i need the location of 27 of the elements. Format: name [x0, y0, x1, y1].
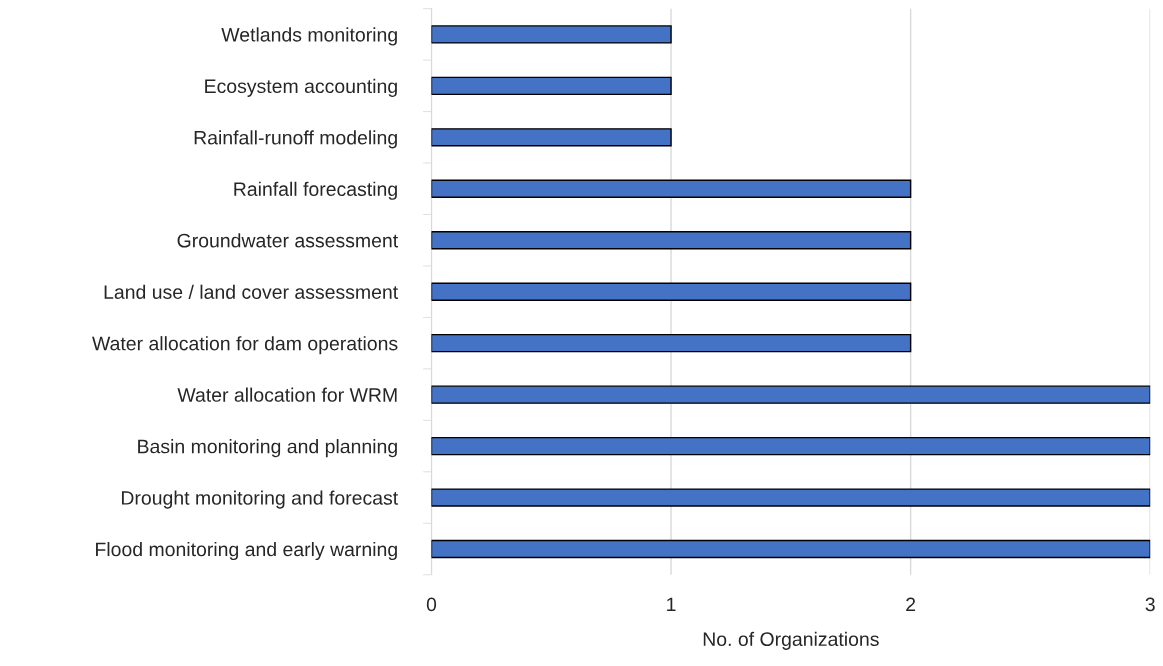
bar [431, 128, 672, 147]
bar [431, 539, 1151, 559]
y-tick-label: Basin monitoring and planning [138, 439, 397, 458]
bar [431, 179, 912, 198]
x-tick-label: 3 [1145, 597, 1155, 612]
y-tick-label: Ecosystem accounting [205, 78, 397, 97]
x-tick-label: 0 [426, 597, 437, 612]
bar [431, 333, 912, 353]
bar [431, 436, 1151, 456]
y-tick-label: Land use / land cover assessment [104, 284, 399, 299]
bar [431, 25, 672, 44]
x-axis-title: No. of Organizations [703, 631, 879, 650]
y-tick-label: Water allocation for dam operations [92, 336, 398, 355]
bar [431, 385, 1151, 404]
bar [431, 231, 912, 250]
y-tick-label: Flood monitoring and early warning [96, 541, 397, 561]
bar [431, 76, 672, 96]
y-tick-label: Rainfall forecasting [234, 181, 397, 200]
bar [431, 282, 912, 301]
x-tick-label: 1 [667, 597, 676, 612]
y-tick-label: Drought monitoring and forecast [121, 490, 399, 509]
y-tick-label: Groundwater assessment [177, 233, 399, 248]
y-tick-label: Water allocation for WRM [177, 387, 397, 402]
x-tick-label: 2 [906, 597, 916, 612]
y-tick-label: Wetlands monitoring [221, 27, 397, 46]
y-tick-label: Rainfall-runoff modeling [194, 130, 397, 149]
bar [431, 488, 1151, 507]
